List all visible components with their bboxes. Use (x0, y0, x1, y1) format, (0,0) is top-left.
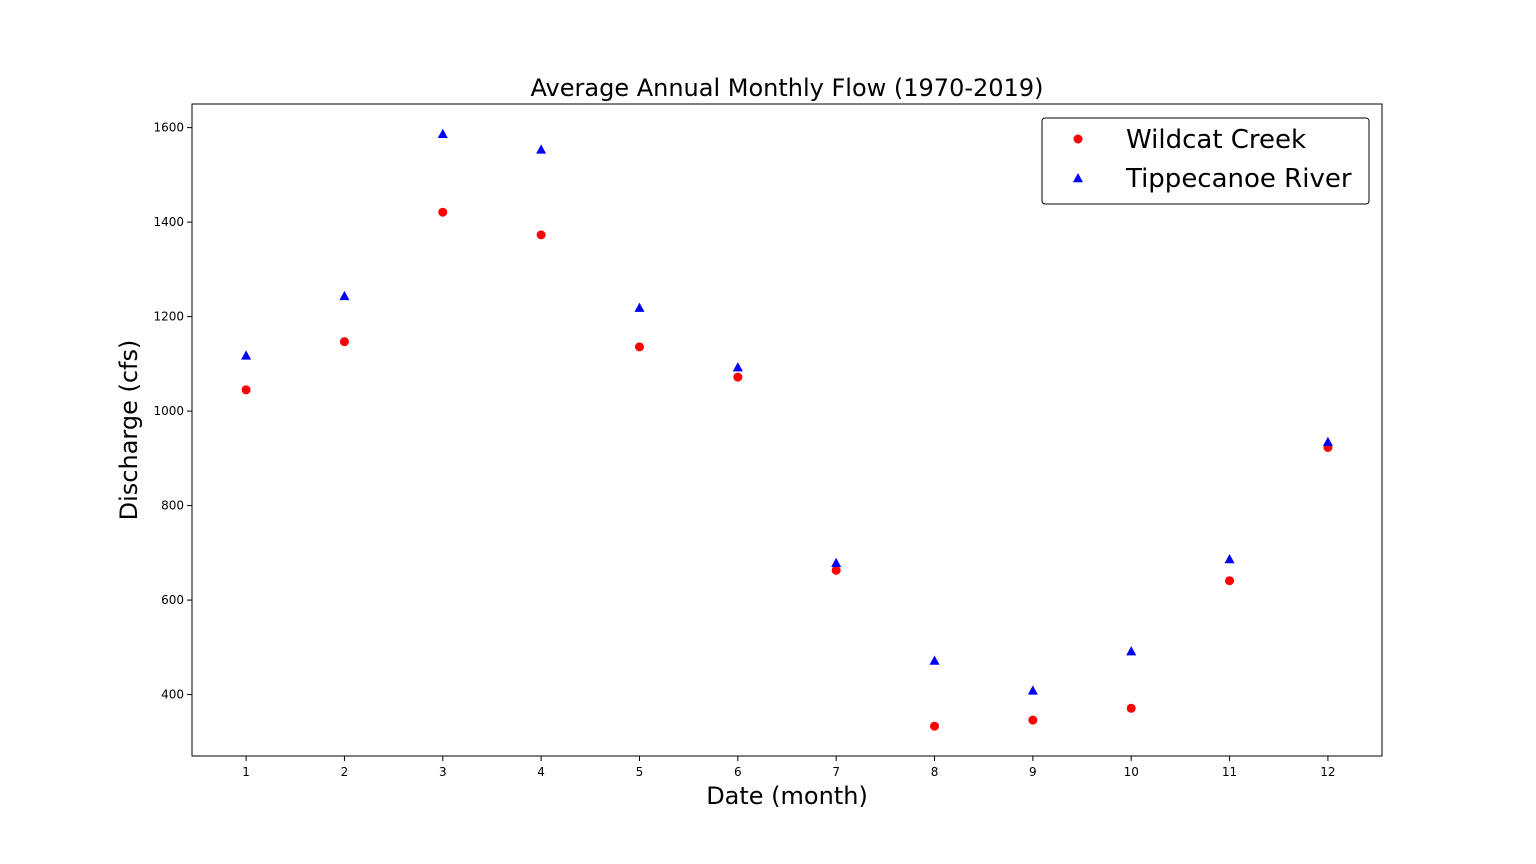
y-axis-label: Discharge (cfs) (115, 340, 143, 521)
axes-frame (191, 103, 1383, 757)
y-tick-label: 1400 (153, 215, 184, 229)
y-tick-label: 600 (161, 593, 184, 607)
data-point-wildcat-creek (831, 565, 841, 575)
data-point-wildcat-creek (930, 721, 940, 731)
data-point-wildcat-creek (634, 342, 644, 352)
data-point-tippecanoe-river (929, 655, 940, 665)
x-tick-label: 10 (1124, 765, 1139, 779)
data-point-tippecanoe-river (437, 128, 448, 139)
data-point-tippecanoe-river (339, 290, 350, 301)
legend-label-tippecanoe-river: Tippecanoe River (1125, 164, 1352, 194)
data-point-tippecanoe-river (1322, 436, 1333, 447)
legend-box (1041, 117, 1370, 205)
data-point-tippecanoe-river (536, 144, 547, 154)
x-tick-label: 3 (439, 765, 447, 779)
data-point-wildcat-creek (536, 230, 546, 240)
x-tick-label: 2 (341, 765, 349, 779)
x-tick-label: 8 (931, 765, 939, 779)
x-tick-label: 11 (1222, 765, 1237, 779)
y-tick-label: 800 (161, 499, 184, 513)
data-point-tippecanoe-river (634, 302, 645, 312)
x-tick-label: 9 (1029, 765, 1037, 779)
x-tick-label: 6 (734, 765, 742, 779)
data-point-wildcat-creek (1126, 703, 1136, 713)
x-tick-label: 7 (832, 765, 840, 779)
legend: Wildcat Creek Tippecanoe River (1041, 117, 1370, 205)
x-tick-label: 12 (1320, 765, 1335, 779)
legend-marker-tippecanoe-river (1073, 173, 1083, 183)
x-tick-label: 4 (537, 765, 545, 779)
data-point-wildcat-creek (241, 385, 251, 395)
data-point-tippecanoe-river (1027, 685, 1038, 695)
data-point-tippecanoe-river (831, 557, 842, 568)
y-tick-label: 400 (161, 688, 184, 702)
data-point-wildcat-creek (733, 372, 743, 382)
y-tick-label: 1000 (153, 404, 184, 418)
chart-title: Average Annual Monthly Flow (1970-2019) (531, 74, 1044, 102)
data-point-wildcat-creek (438, 207, 448, 217)
x-tick-label: 5 (636, 765, 644, 779)
y-tick-label: 1200 (153, 310, 184, 324)
x-tick-label: 1 (242, 765, 250, 779)
x-axis-label: Date (month) (706, 782, 868, 810)
data-point-wildcat-creek (1225, 576, 1235, 586)
y-tick-label: 1600 (153, 121, 184, 135)
data-point-tippecanoe-river (1224, 553, 1235, 564)
legend-marker-wildcat-creek (1073, 134, 1083, 144)
data-point-tippecanoe-river (1126, 646, 1137, 656)
legend-label-wildcat-creek: Wildcat Creek (1126, 125, 1306, 155)
data-point-wildcat-creek (339, 337, 349, 347)
data-point-tippecanoe-river (732, 362, 743, 372)
data-point-tippecanoe-river (241, 350, 252, 360)
data-point-wildcat-creek (1028, 715, 1038, 725)
